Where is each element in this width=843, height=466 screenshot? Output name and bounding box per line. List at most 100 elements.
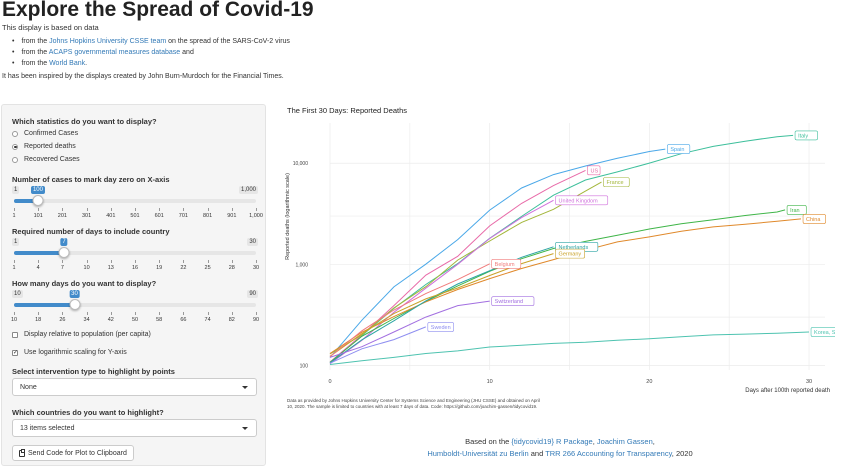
display-slider-label: How many days do you want to display? xyxy=(12,279,157,288)
slider-tick xyxy=(207,260,209,263)
slider-tick xyxy=(62,312,64,315)
slider-tick-label: 501 xyxy=(130,213,140,219)
slider-tick xyxy=(110,260,112,263)
series-label: France xyxy=(606,180,623,186)
source-item: from the ACAPS governmental measures dat… xyxy=(12,47,290,58)
slider-tick xyxy=(86,260,88,263)
caret-down-icon xyxy=(242,386,248,389)
checkbox-box[interactable] xyxy=(12,331,18,338)
author-link[interactable]: Joachim Gassen xyxy=(596,437,653,446)
radio-dot[interactable] xyxy=(12,130,18,137)
log-scale-checkbox[interactable]: ✓ Use logarithmic scaling for Y-axis xyxy=(12,349,127,356)
intervention-label: Select intervention type to highlight by… xyxy=(12,367,175,376)
radio-dot[interactable] xyxy=(12,143,18,150)
series-line xyxy=(329,148,666,358)
slider-tick xyxy=(38,208,40,211)
chart-source-note: Data as provided by Johns Hopkins Univer… xyxy=(287,398,540,409)
days-slider[interactable]: 1 30 7 1 4 7 10 13 16 19 22 25 28 30 xyxy=(12,238,259,278)
radio-recovered[interactable]: Recovered Cases xyxy=(12,156,80,163)
slider-handle[interactable] xyxy=(58,247,70,258)
slider-tick-label: 801 xyxy=(203,213,213,219)
slider-tick-label: 22 xyxy=(180,265,187,271)
slider-min: 1 xyxy=(12,238,20,246)
slider-tick-label: 1 xyxy=(12,213,16,219)
y-axis-label: Reported deaths (logarithmic scale) xyxy=(285,173,291,260)
series-label-box xyxy=(794,130,818,141)
slider-fill xyxy=(14,303,75,307)
slider-track[interactable] xyxy=(14,303,256,307)
slider-tick xyxy=(256,260,257,263)
acaps-link[interactable]: ACAPS governmental measures database xyxy=(48,49,181,56)
package-link[interactable]: {tidycovid19} R Package xyxy=(511,437,593,446)
x-tick-label: 0 xyxy=(328,379,331,385)
series-line xyxy=(329,199,554,365)
series-line xyxy=(329,263,490,357)
slider-tick-label: 13 xyxy=(107,265,114,271)
university-link[interactable]: Humboldt-Universität zu Berlin xyxy=(427,449,529,458)
world-bank-link[interactable]: World Bank xyxy=(49,60,86,67)
series-label-box xyxy=(587,165,601,176)
slider-tick xyxy=(135,312,136,315)
slider-ticks xyxy=(14,208,257,212)
slider-tick xyxy=(256,312,257,315)
slider-tick xyxy=(207,208,209,211)
y-tick-label: 100 xyxy=(300,363,309,369)
chart-title: The First 30 Days: Reported Deaths xyxy=(287,106,408,115)
x-tick-label: 30 xyxy=(806,379,812,385)
slider-max: 30 xyxy=(247,238,258,246)
page-title: Explore the Spread of Covid-19 xyxy=(2,0,314,21)
radio-dot[interactable] xyxy=(12,156,18,163)
slider-tick-label: 74 xyxy=(204,317,211,323)
send-code-button[interactable]: Send Code for Plot to Clipboard xyxy=(12,445,134,461)
slider-track[interactable] xyxy=(14,199,256,203)
slider-tick xyxy=(159,260,161,263)
slider-handle[interactable] xyxy=(32,195,44,206)
intervention-select[interactable]: None xyxy=(12,378,257,396)
slider-tick-label: 7 xyxy=(60,265,64,271)
slider-handle[interactable] xyxy=(69,299,80,310)
slider-tick-label: 90 xyxy=(252,317,260,323)
cases-slider[interactable]: 1 1,000 100 1 101 201 301 401 501 601 701 801 901… xyxy=(12,186,263,226)
y-tick-label: 1,000 xyxy=(295,262,308,268)
statistics-label: Which statistics do you want to display? xyxy=(12,117,157,126)
clipboard-icon xyxy=(19,448,25,457)
slider-tick xyxy=(14,312,15,315)
series-label-box xyxy=(667,144,691,154)
slider-tick-label: 401 xyxy=(106,213,116,219)
slider-tick-label: 58 xyxy=(156,317,163,323)
slider-tick xyxy=(62,260,64,263)
credit-footer: Based on the {tidycovid19} R Package, Jo… xyxy=(427,437,693,458)
slider-tick xyxy=(159,312,161,315)
slider-tick-label: 901 xyxy=(227,213,237,219)
per-capita-checkbox[interactable]: Display relative to population (per capi… xyxy=(12,331,151,338)
series-line xyxy=(329,331,810,365)
series-label-box xyxy=(786,205,807,215)
intro-text: This display is based on data xyxy=(2,23,99,32)
radio-deaths[interactable]: Reported deaths xyxy=(12,143,76,150)
checkmark-icon[interactable]: ✓ xyxy=(12,349,19,356)
x-tick-label: 10 xyxy=(487,379,493,385)
slider-tick xyxy=(159,208,161,211)
slider-tick xyxy=(86,208,88,211)
slider-tick-label: 1 xyxy=(12,265,16,271)
slider-tick-label: 201 xyxy=(57,213,67,219)
slider-tick xyxy=(231,312,233,315)
slider-track[interactable] xyxy=(14,251,256,255)
series-label: US xyxy=(590,168,598,174)
radio-confirmed[interactable]: Confirmed Cases xyxy=(12,130,78,137)
slider-tick xyxy=(231,260,233,263)
jhu-link[interactable]: Johns Hopkins University CSSE team xyxy=(49,38,167,45)
display-days-slider[interactable]: 10 90 30 10 18 26 34 42 50 58 66 74 82 90 xyxy=(10,290,260,330)
slider-tick xyxy=(135,260,136,263)
slider-tick-label: 10 xyxy=(10,317,18,323)
trr-link[interactable]: TRR 266 Accounting for Transparency xyxy=(545,449,672,458)
countries-select[interactable]: 13 items selected xyxy=(12,419,257,437)
slider-value: 30 xyxy=(69,290,80,298)
days-slider-label: Required number of days to include count… xyxy=(12,227,170,236)
slider-value: 7 xyxy=(60,238,68,246)
slider-tick-label: 42 xyxy=(107,317,114,323)
series-label: Italy xyxy=(798,133,808,139)
series-label-box xyxy=(555,248,585,259)
series-label-box xyxy=(555,195,609,206)
slider-tick-label: 18 xyxy=(35,317,42,323)
